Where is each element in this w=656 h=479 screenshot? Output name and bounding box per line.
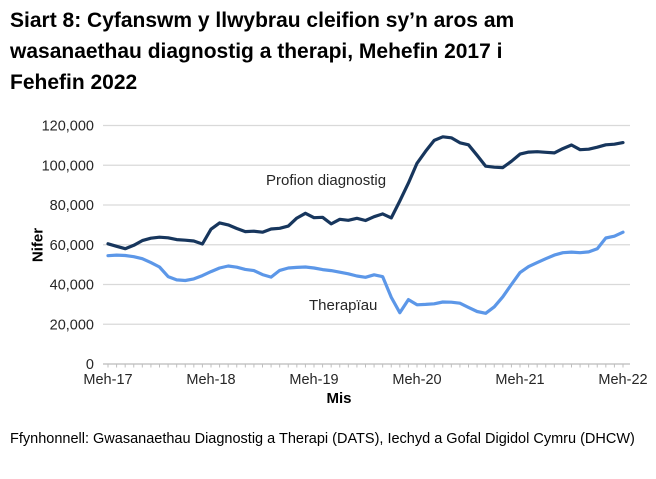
chart-title: Siart 8: Cyfanswm y llwybrau cleifion sy… bbox=[10, 9, 515, 94]
y-tick-label: 20,000 bbox=[50, 317, 94, 333]
y-tick-label: 100,000 bbox=[42, 158, 94, 174]
y-tick-label: 0 bbox=[86, 357, 94, 373]
series-line-profion-diagnostig bbox=[106, 135, 625, 251]
x-tick-label: Meh-19 bbox=[289, 372, 338, 388]
x-tick-label: Meh-18 bbox=[186, 372, 235, 388]
y-tick-label: 40,000 bbox=[50, 278, 94, 294]
y-tick-label: 60,000 bbox=[50, 238, 94, 254]
x-axis-title: Mis bbox=[326, 390, 352, 407]
x-tick-label: Meh-21 bbox=[495, 372, 544, 388]
y-axis-title: Nifer bbox=[29, 227, 47, 263]
y-tick-label: 80,000 bbox=[50, 198, 94, 214]
x-tick-label: Meh-22 bbox=[598, 372, 647, 388]
source-note: Ffynhonnell: Gwasanaethau Diagnostig a T… bbox=[10, 431, 635, 447]
series-line-therap-au bbox=[106, 230, 625, 315]
series-label-profion-diagnostig: Profion diagnostig bbox=[266, 172, 387, 189]
series-label-therapiau: Therapïau bbox=[309, 297, 378, 314]
x-tick-label: Meh-17 bbox=[83, 372, 132, 388]
y-tick-label: 120,000 bbox=[42, 119, 94, 135]
x-tick-label: Meh-20 bbox=[392, 372, 441, 388]
